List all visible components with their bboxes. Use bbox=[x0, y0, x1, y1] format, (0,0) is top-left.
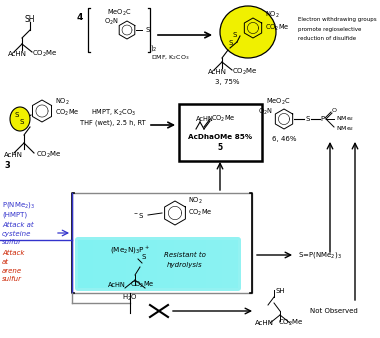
Text: AcHN: AcHN bbox=[108, 282, 126, 288]
Text: 3, 75%: 3, 75% bbox=[215, 79, 239, 85]
Text: O$_2$N: O$_2$N bbox=[258, 107, 273, 117]
Text: AcHN: AcHN bbox=[196, 116, 214, 122]
Text: H$_2$O: H$_2$O bbox=[122, 293, 138, 303]
FancyBboxPatch shape bbox=[179, 103, 261, 161]
Text: Resistant to: Resistant to bbox=[164, 252, 206, 258]
Text: (HMPT): (HMPT) bbox=[2, 212, 27, 218]
Text: CO$_2$Me: CO$_2$Me bbox=[188, 208, 212, 218]
Text: CO$_2$Me: CO$_2$Me bbox=[265, 23, 290, 33]
FancyBboxPatch shape bbox=[75, 237, 241, 291]
Text: arene: arene bbox=[2, 268, 22, 274]
Text: (Me$_2$N)$_3$P$^+$: (Me$_2$N)$_3$P$^+$ bbox=[110, 244, 150, 256]
Text: Attack at: Attack at bbox=[2, 222, 33, 228]
Text: S: S bbox=[229, 40, 233, 46]
Text: CO$_2$Me: CO$_2$Me bbox=[211, 114, 236, 124]
Text: NMe$_2$: NMe$_2$ bbox=[336, 115, 354, 123]
Text: sulfur: sulfur bbox=[2, 239, 22, 245]
Text: 4: 4 bbox=[77, 14, 83, 23]
Ellipse shape bbox=[220, 6, 276, 58]
Text: CO$_2$Me: CO$_2$Me bbox=[278, 318, 304, 328]
Text: MeO$_2$C: MeO$_2$C bbox=[266, 97, 290, 107]
Text: CO$_2$Me: CO$_2$Me bbox=[130, 280, 155, 290]
Text: AcDhaOMe 85%: AcDhaOMe 85% bbox=[188, 134, 252, 140]
Text: Not Observed: Not Observed bbox=[310, 308, 358, 314]
Text: DMF, K$_2$CO$_3$: DMF, K$_2$CO$_3$ bbox=[151, 54, 189, 63]
Text: 3: 3 bbox=[4, 161, 10, 169]
Text: THF (wet), 2.5 h, RT: THF (wet), 2.5 h, RT bbox=[80, 120, 146, 126]
Text: P: P bbox=[320, 116, 324, 122]
Text: NO$_2$: NO$_2$ bbox=[188, 196, 203, 206]
Text: NMe$_2$: NMe$_2$ bbox=[336, 124, 354, 134]
Text: AcHN: AcHN bbox=[208, 69, 227, 75]
Text: S: S bbox=[141, 254, 146, 260]
Text: sulfur: sulfur bbox=[2, 276, 22, 282]
Text: NO$_2$: NO$_2$ bbox=[55, 97, 70, 107]
Text: CO$_2$Me: CO$_2$Me bbox=[232, 67, 258, 77]
Text: cysteine: cysteine bbox=[2, 231, 32, 237]
Text: S=P(NMe$_2$)$_3$: S=P(NMe$_2$)$_3$ bbox=[298, 250, 342, 260]
Text: $)_2$: $)_2$ bbox=[150, 43, 157, 53]
Text: at: at bbox=[2, 259, 9, 265]
Text: S: S bbox=[233, 32, 237, 38]
Text: MeO$_2$C: MeO$_2$C bbox=[107, 8, 131, 18]
Text: hydrolysis: hydrolysis bbox=[167, 262, 203, 268]
Text: Attack: Attack bbox=[2, 250, 24, 256]
Text: AcHN: AcHN bbox=[255, 320, 274, 326]
Text: reduction of disulfide: reduction of disulfide bbox=[298, 35, 356, 41]
Text: P(NMe$_2$)$_3$: P(NMe$_2$)$_3$ bbox=[2, 200, 35, 210]
Text: 6, 46%: 6, 46% bbox=[272, 136, 296, 142]
Text: NO$_2$: NO$_2$ bbox=[265, 10, 280, 20]
Text: SH: SH bbox=[276, 288, 286, 294]
Text: S: S bbox=[305, 116, 309, 122]
Text: S: S bbox=[20, 119, 24, 125]
Text: HMPT, K$_2$CO$_3$: HMPT, K$_2$CO$_3$ bbox=[90, 108, 136, 118]
Text: S: S bbox=[145, 27, 149, 33]
Text: Electron withdrawing groups: Electron withdrawing groups bbox=[298, 18, 377, 23]
Text: S: S bbox=[15, 112, 19, 118]
Text: $^-$S: $^-$S bbox=[131, 211, 144, 219]
Text: AcHN: AcHN bbox=[8, 51, 27, 57]
Text: O: O bbox=[331, 107, 337, 113]
Text: 5: 5 bbox=[217, 143, 223, 151]
Text: SH: SH bbox=[25, 15, 35, 24]
FancyBboxPatch shape bbox=[72, 193, 252, 293]
Text: CO$_2$Me: CO$_2$Me bbox=[32, 49, 58, 59]
Ellipse shape bbox=[10, 107, 30, 131]
Text: CO$_2$Me: CO$_2$Me bbox=[55, 108, 79, 118]
Text: promote regioselective: promote regioselective bbox=[298, 26, 361, 31]
Text: AcHN: AcHN bbox=[4, 152, 23, 158]
Text: O$_2$N: O$_2$N bbox=[104, 17, 119, 27]
Text: CO$_2$Me: CO$_2$Me bbox=[36, 150, 62, 160]
